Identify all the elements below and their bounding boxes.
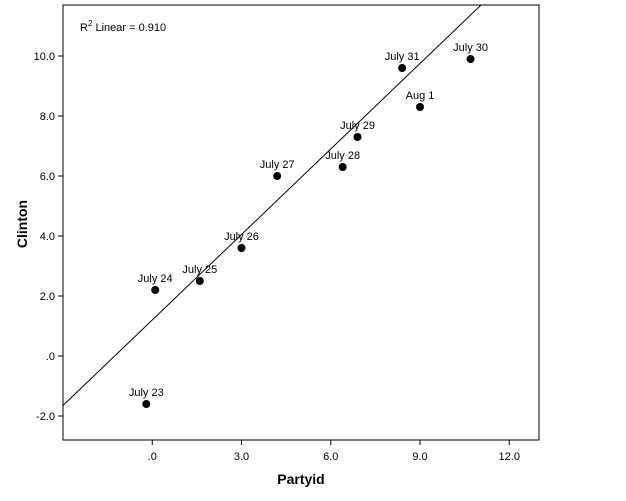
data-point bbox=[353, 133, 362, 141]
y-tick-label: 10.0 bbox=[34, 51, 55, 63]
point-label: July 30 bbox=[453, 42, 488, 54]
point-label: July 28 bbox=[325, 150, 360, 162]
r-squared-text: Linear = 0.910 bbox=[92, 22, 166, 34]
point-label: Aug 1 bbox=[406, 90, 435, 102]
point-label: July 31 bbox=[385, 51, 420, 63]
r-squared-annotation: R2 Linear = 0.910 bbox=[80, 19, 166, 34]
data-point bbox=[142, 400, 151, 408]
x-tick-label: 9.0 bbox=[412, 451, 427, 463]
r-squared-prefix: R bbox=[80, 22, 88, 34]
linear-fit-line bbox=[63, 5, 482, 406]
data-point bbox=[273, 172, 282, 180]
x-tick-label: .0 bbox=[148, 451, 157, 463]
plot-area bbox=[62, 4, 540, 441]
data-point bbox=[195, 277, 204, 285]
x-tick-label: 12.0 bbox=[499, 451, 520, 463]
data-point bbox=[416, 103, 424, 111]
point-label: July 23 bbox=[129, 387, 164, 399]
y-tick-label: 4.0 bbox=[40, 231, 55, 243]
x-axis-title: Partyid bbox=[277, 471, 324, 487]
point-label: July 29 bbox=[340, 120, 375, 132]
point-label: July 27 bbox=[260, 159, 295, 171]
point-label: July 26 bbox=[224, 231, 259, 243]
data-point bbox=[151, 286, 160, 294]
r-squared-superscript: 2 bbox=[88, 19, 93, 28]
point-label: July 24 bbox=[138, 273, 173, 285]
data-point bbox=[466, 55, 475, 63]
y-tick-label: 6.0 bbox=[40, 171, 55, 183]
y-tick-label: 8.0 bbox=[40, 111, 55, 123]
y-axis-title: Clinton bbox=[14, 200, 30, 248]
data-point bbox=[237, 244, 246, 252]
y-tick-label: -2.0 bbox=[36, 411, 55, 423]
point-label: July 25 bbox=[182, 264, 217, 276]
x-tick-label: 6.0 bbox=[323, 451, 338, 463]
data-point bbox=[398, 64, 407, 72]
data-point bbox=[338, 163, 347, 171]
y-tick-label: .0 bbox=[46, 351, 55, 363]
y-tick-label: 2.0 bbox=[40, 291, 55, 303]
x-tick-label: 3.0 bbox=[234, 451, 249, 463]
